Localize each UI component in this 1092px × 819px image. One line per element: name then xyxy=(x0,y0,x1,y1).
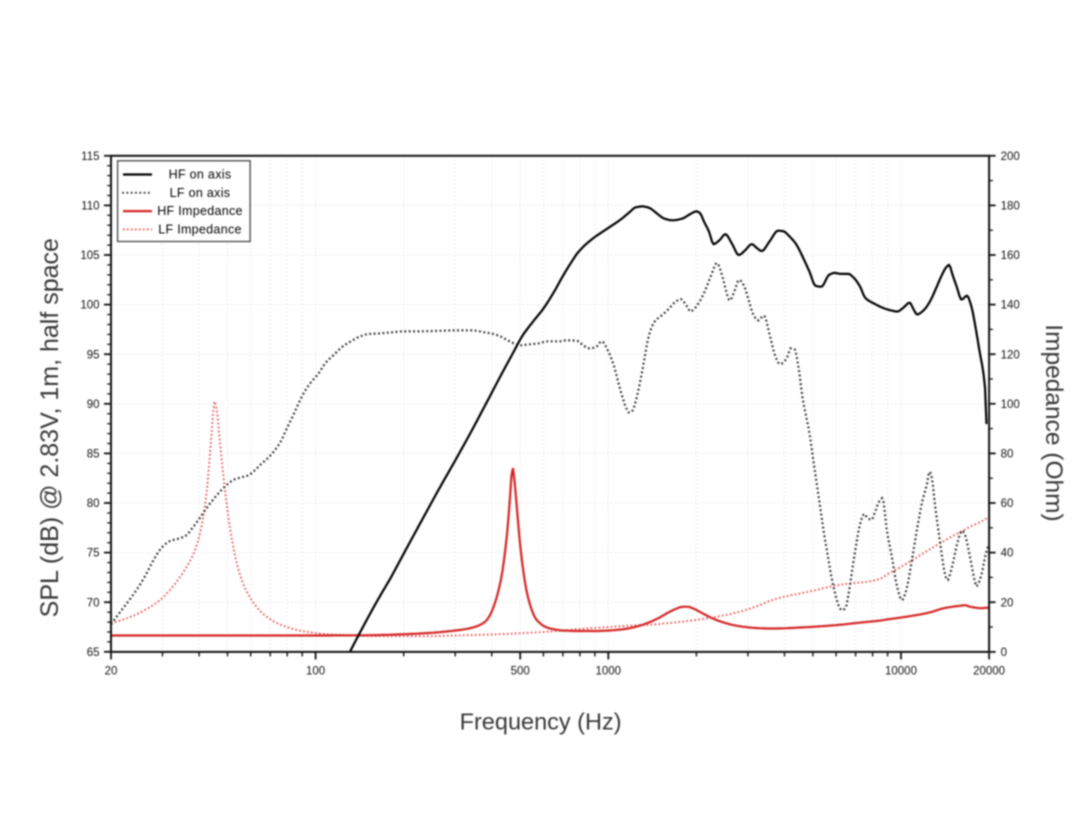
svg-text:SPL (dB) @ 2.83V, 1m, half spa: SPL (dB) @ 2.83V, 1m, half space xyxy=(36,238,64,617)
svg-text:80: 80 xyxy=(1001,449,1014,461)
svg-text:110: 110 xyxy=(81,201,99,213)
svg-text:70: 70 xyxy=(87,597,100,609)
svg-text:115: 115 xyxy=(81,151,99,163)
svg-text:160: 160 xyxy=(1001,250,1020,262)
svg-text:Impedance (Ohm): Impedance (Ohm) xyxy=(1040,324,1067,521)
svg-text:1000: 1000 xyxy=(596,666,622,678)
svg-text:HF Impedance: HF Impedance xyxy=(157,204,243,218)
svg-text:180: 180 xyxy=(1001,201,1020,213)
svg-text:20000: 20000 xyxy=(973,666,1005,678)
svg-text:HF on axis: HF on axis xyxy=(169,168,232,182)
svg-text:100: 100 xyxy=(306,666,325,678)
svg-text:90: 90 xyxy=(87,399,100,411)
svg-text:20: 20 xyxy=(105,666,118,678)
svg-text:LF Impedance: LF Impedance xyxy=(158,222,242,236)
svg-text:80: 80 xyxy=(87,498,100,510)
svg-text:200: 200 xyxy=(1001,151,1020,163)
svg-text:100: 100 xyxy=(1001,399,1020,411)
svg-text:0: 0 xyxy=(1001,647,1007,659)
svg-text:85: 85 xyxy=(87,449,100,461)
svg-text:105: 105 xyxy=(80,250,99,262)
svg-text:140: 140 xyxy=(1001,300,1020,312)
svg-text:Frequency (Hz): Frequency (Hz) xyxy=(460,709,622,735)
svg-text:75: 75 xyxy=(87,548,100,560)
svg-text:10000: 10000 xyxy=(885,666,917,678)
svg-text:60: 60 xyxy=(1001,498,1014,510)
svg-text:20: 20 xyxy=(1001,597,1014,609)
svg-text:40: 40 xyxy=(1001,548,1014,560)
svg-text:LF on axis: LF on axis xyxy=(170,186,231,200)
svg-text:100: 100 xyxy=(80,300,99,312)
svg-text:120: 120 xyxy=(1001,349,1020,361)
svg-text:65: 65 xyxy=(87,647,100,659)
svg-text:95: 95 xyxy=(87,349,100,361)
svg-text:500: 500 xyxy=(511,666,530,678)
